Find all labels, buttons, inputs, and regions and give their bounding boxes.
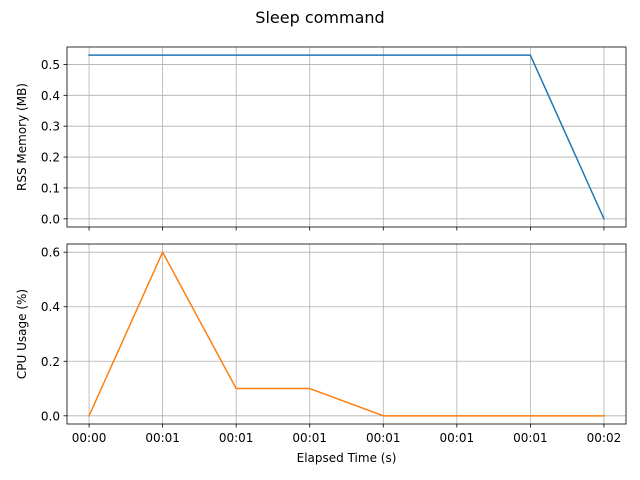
memory-ytick-label: 0.4 bbox=[41, 89, 60, 103]
cpu-xtick-label: 00:01 bbox=[440, 431, 475, 445]
cpu-ytick-label: 0.0 bbox=[41, 409, 60, 423]
cpu-xlabel: Elapsed Time (s) bbox=[297, 451, 397, 465]
figure-title: Sleep command bbox=[255, 8, 384, 27]
cpu-xtick-label: 00:01 bbox=[366, 431, 401, 445]
memory-subplot: 0.0 0.1 0.2 0.3 0.4 0.5 RSS Memory (MB) bbox=[15, 46, 627, 231]
cpu-ylabel: CPU Usage (%) bbox=[15, 289, 29, 379]
cpu-ytick-label: 0.4 bbox=[41, 300, 60, 314]
memory-ytick-label: 0.3 bbox=[41, 120, 60, 134]
cpu-xtick-label: 00:01 bbox=[513, 431, 548, 445]
memory-ytick-label: 0.1 bbox=[41, 181, 60, 195]
cpu-xtick-label: 00:01 bbox=[145, 431, 180, 445]
memory-ylabel: RSS Memory (MB) bbox=[15, 83, 29, 191]
memory-ytick-label: 0.2 bbox=[41, 151, 60, 165]
cpu-ytick-label: 0.2 bbox=[41, 355, 60, 369]
memory-ytick-label: 0.0 bbox=[41, 212, 60, 226]
cpu-axes-frame bbox=[66, 243, 627, 425]
memory-axes-frame bbox=[66, 46, 627, 228]
memory-ytick-label: 0.5 bbox=[41, 58, 60, 72]
cpu-subplot: 00:00 00:01 00:01 00:01 00:01 00:01 00:01 00:02… bbox=[15, 243, 627, 465]
memory-series-line bbox=[88, 54, 605, 220]
cpu-xtick-label: 00:02 bbox=[587, 431, 622, 445]
cpu-xtick-label: 00:01 bbox=[292, 431, 327, 445]
cpu-xtick-label: 00:00 bbox=[72, 431, 107, 445]
cpu-ytick-label: 0.6 bbox=[41, 246, 60, 260]
cpu-xtick-label: 00:01 bbox=[219, 431, 254, 445]
cpu-series-line bbox=[88, 251, 605, 417]
